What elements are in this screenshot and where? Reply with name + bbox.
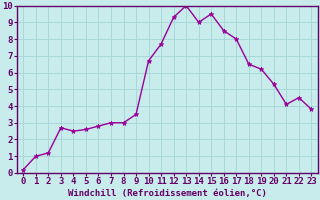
X-axis label: Windchill (Refroidissement éolien,°C): Windchill (Refroidissement éolien,°C) bbox=[68, 189, 267, 198]
